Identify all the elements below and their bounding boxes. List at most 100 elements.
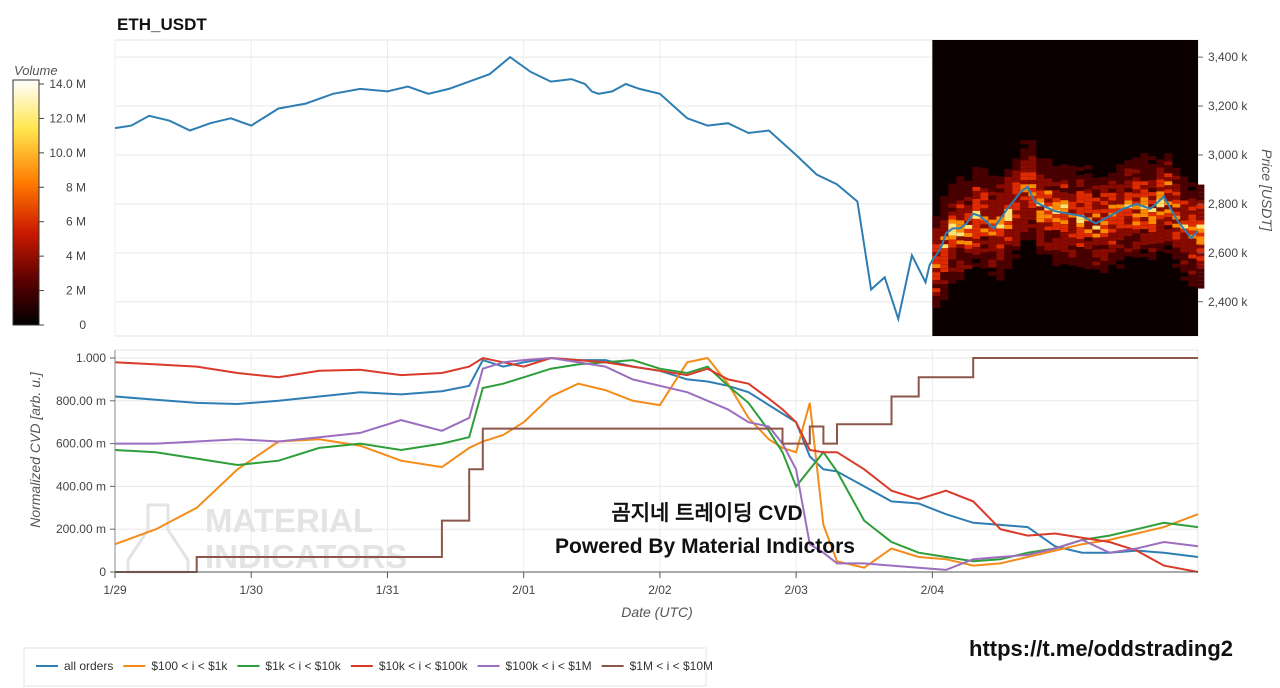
heatmap-cell [1028, 140, 1037, 145]
heatmap-cell [1172, 263, 1181, 268]
heatmap-cell [972, 182, 981, 187]
heatmap-cell [1028, 228, 1037, 233]
heatmap-cell [980, 244, 989, 249]
heatmap-cell [1188, 198, 1197, 203]
heatmap-cell [1060, 240, 1069, 245]
heatmap-cell [1148, 156, 1157, 161]
heatmap-cell [1188, 250, 1197, 255]
heatmap-cell [1108, 244, 1117, 249]
heatmap-cell [1020, 212, 1029, 217]
heatmap-cell [964, 264, 973, 269]
heatmap-cell [980, 236, 989, 241]
heatmap-cell [956, 240, 965, 245]
heatmap-cell [1196, 268, 1205, 273]
heatmap-cell [1076, 219, 1085, 224]
heatmap-cell [956, 192, 965, 197]
heatmap-cell [980, 224, 989, 229]
heatmap-cell [1092, 237, 1101, 242]
heatmap-cell [988, 175, 997, 180]
heatmap-cell [1180, 252, 1189, 257]
heatmap-cell [964, 256, 973, 261]
heatmap-cell [948, 259, 957, 264]
heatmap-cell [1108, 200, 1117, 205]
cvd-x-axis: 1/29 1/30 1/31 2/01 2/02 2/03 2/04 [103, 571, 1198, 597]
heatmap-cell [1020, 184, 1029, 189]
heatmap-cell [972, 214, 981, 219]
price-series [114, 55, 1199, 323]
heatmap-cell [996, 244, 1005, 249]
footer-url[interactable]: https://t.me/oddstrading2 [969, 636, 1233, 661]
heatmap-cell [980, 232, 989, 237]
heatmap-cell [1148, 256, 1157, 261]
heatmap-cell [1100, 201, 1109, 206]
heatmap-cell [1012, 242, 1021, 247]
heatmap-cell [1004, 196, 1013, 201]
heatmap-cell [988, 243, 997, 248]
heatmap-cell [1060, 256, 1069, 261]
heatmap-cell [1124, 192, 1133, 197]
heatmap-cell [996, 240, 1005, 245]
heatmap-cell [972, 262, 981, 267]
cvd-plot-area [114, 349, 1199, 573]
heatmap-cell [988, 251, 997, 256]
heatmap-cell [964, 192, 973, 197]
cvd-ytick-label: 0 [99, 565, 106, 579]
heatmap-cell [1188, 246, 1197, 251]
legend-label: $1M < i < $10M [630, 659, 713, 673]
heatmap-cell [1180, 244, 1189, 249]
heatmap-cell [1044, 218, 1053, 223]
heatmap-cell [1196, 192, 1205, 197]
heatmap-cell [948, 251, 957, 256]
heatmap-cell [1084, 209, 1093, 214]
heatmap-cell [1132, 161, 1141, 166]
heatmap-cell [1116, 248, 1125, 253]
heatmap-cell [1028, 168, 1037, 173]
heatmap-cell [1148, 248, 1157, 253]
cvd-y-axis: 0 200.00 m 400.00 m 600.00 m 800.00 m 1.000 [56, 350, 116, 579]
price-line [114, 55, 1199, 323]
heatmap-cell [1060, 180, 1069, 185]
heatmap-cell [1044, 242, 1053, 247]
annotation-powered-by: Powered By Material Indictors [555, 535, 855, 558]
heatmap-cell [1068, 181, 1077, 186]
cvd-xtick-label: 1/29 [103, 583, 127, 597]
heatmap-cell [1124, 216, 1133, 221]
heatmap-cell [1108, 228, 1117, 233]
heatmap-cell [1068, 173, 1077, 178]
heatmap-cell [1100, 193, 1109, 198]
heatmap-cell [1108, 188, 1117, 193]
heatmap-cell [1036, 246, 1045, 251]
heatmap-cell [1028, 152, 1037, 157]
heatmap-cell [972, 246, 981, 251]
heatmap-cell [1164, 249, 1173, 254]
heatmap-cell [1036, 158, 1045, 163]
heatmap-cell [948, 223, 957, 228]
heatmap-cell [1004, 172, 1013, 177]
heatmap-cell [1068, 257, 1077, 262]
heatmap-cell [1196, 188, 1205, 193]
heatmap-cell [1148, 188, 1157, 193]
heatmap-cell [1148, 208, 1157, 213]
colorbar-tick-label: 14.0 M [49, 77, 86, 91]
heatmap-cell [1172, 203, 1181, 208]
heatmap-cell [932, 248, 941, 253]
heatmap-cell [1076, 259, 1085, 264]
heatmap-cell [1020, 164, 1029, 169]
heatmap-cell [1172, 243, 1181, 248]
heatmap-cell [988, 179, 997, 184]
heatmap-cell [1188, 218, 1197, 223]
heatmap-cell [1140, 161, 1149, 166]
heatmap-cell [1132, 233, 1141, 238]
heatmap-cell [1156, 203, 1165, 208]
heatmap-cell [1044, 158, 1053, 163]
heatmap-cell [964, 180, 973, 185]
heatmap-cell [1108, 256, 1117, 261]
heatmap-cell [1164, 217, 1173, 222]
heatmap-cell [980, 176, 989, 181]
heatmap-cell [1132, 229, 1141, 234]
heatmap-cell [1012, 158, 1021, 163]
heatmap-cell [1156, 207, 1165, 212]
heatmap-cell [964, 220, 973, 225]
heatmap-cell [1124, 200, 1133, 205]
heatmap-cell [1028, 236, 1037, 241]
